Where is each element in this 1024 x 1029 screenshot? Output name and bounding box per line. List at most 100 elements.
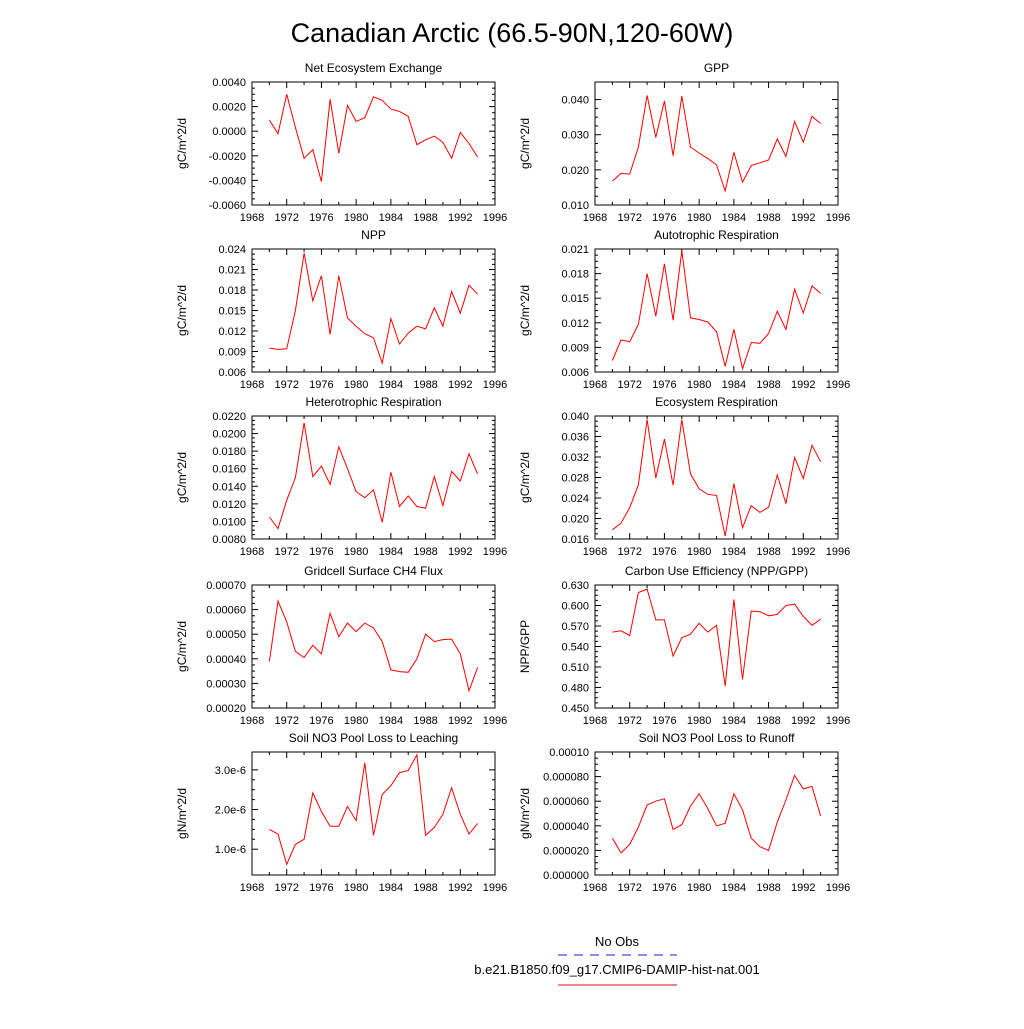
x-tick-label: 1976: [309, 546, 333, 558]
y-tick-label: 0.00040: [206, 654, 246, 666]
y-tick-label: 0.0020: [212, 102, 246, 114]
x-tick-label: 1968: [240, 715, 264, 727]
x-tick-label: 1992: [791, 882, 815, 894]
x-tick-label: 1984: [379, 882, 403, 894]
x-tick-label: 1972: [274, 882, 298, 894]
y-tick-label: 0.000060: [543, 796, 589, 808]
x-tick-label: 1980: [687, 212, 711, 224]
y-tick-label: 0.024: [218, 244, 246, 256]
x-tick-label: 1968: [583, 379, 607, 391]
y-axis-label: gC/m^2/d: [175, 285, 189, 336]
series-line: [611, 250, 821, 371]
y-tick-label: 0.036: [561, 432, 589, 444]
y-tick-label: -0.0020: [209, 151, 246, 163]
x-tick-label: 1988: [756, 379, 780, 391]
x-tick-label: 1996: [483, 546, 507, 558]
x-tick-label: 1972: [617, 882, 641, 894]
x-tick-label: 1972: [274, 546, 298, 558]
y-tick-label: 0.0160: [212, 464, 246, 476]
y-axis-label: gC/m^2/d: [175, 118, 189, 169]
y-tick-label: 0.012: [561, 318, 589, 330]
x-tick-label: 1992: [791, 212, 815, 224]
panel-title: Heterotrophic Respiration: [305, 395, 441, 409]
y-tick-label: -0.0040: [209, 175, 246, 187]
series-line: [611, 774, 822, 854]
x-tick-label: 1984: [722, 379, 746, 391]
y-tick-label: 0.024: [561, 493, 589, 505]
y-tick-label: 3.0e-6: [215, 765, 246, 777]
y-tick-label: 0.032: [561, 452, 589, 464]
y-tick-label: 0.009: [218, 347, 246, 359]
panel-frame: [594, 81, 839, 206]
legend-label-no-obs: No Obs: [595, 934, 640, 949]
y-tick-label: 0.450: [561, 703, 589, 715]
y-tick-label: 0.0100: [212, 516, 246, 528]
x-tick-label: 1996: [826, 882, 850, 894]
x-tick-label: 1984: [722, 546, 746, 558]
panel-frame: [251, 248, 496, 373]
x-tick-label: 1980: [344, 212, 368, 224]
x-tick-label: 1984: [722, 715, 746, 727]
x-tick-label: 1984: [379, 379, 403, 391]
y-tick-label: 0.630: [561, 580, 589, 592]
y-tick-label: 0.00070: [206, 580, 246, 592]
y-tick-label: 0.016: [561, 534, 589, 546]
y-tick-label: 2.0e-6: [215, 805, 246, 817]
x-tick-label: 1988: [413, 715, 437, 727]
x-tick-label: 1976: [309, 882, 333, 894]
x-tick-label: 1976: [652, 379, 676, 391]
x-tick-label: 1996: [483, 715, 507, 727]
x-tick-label: 1984: [379, 212, 403, 224]
x-tick-label: 1976: [652, 715, 676, 727]
x-tick-label: 1980: [344, 546, 368, 558]
y-axis-label: gC/m^2/d: [518, 452, 532, 503]
y-tick-label: 0.0180: [212, 446, 246, 458]
y-axis-label: gC/m^2/d: [518, 118, 532, 169]
x-tick-label: 1976: [309, 212, 333, 224]
y-axis-label: gC/m^2/d: [175, 621, 189, 672]
y-tick-label: 0.0040: [212, 77, 246, 89]
y-tick-label: 0.000020: [543, 845, 589, 857]
series-line: [612, 95, 821, 193]
series-line: [612, 588, 821, 687]
x-tick-label: 1996: [826, 715, 850, 727]
x-tick-label: 1988: [756, 546, 780, 558]
y-tick-label: 0.040: [561, 95, 589, 107]
x-tick-label: 1988: [413, 882, 437, 894]
x-tick-label: 1972: [617, 546, 641, 558]
y-tick-label: 0.480: [561, 683, 589, 695]
y-tick-label: 0.040: [561, 411, 589, 423]
x-tick-label: 1984: [722, 212, 746, 224]
x-tick-label: 1988: [756, 882, 780, 894]
panel-frame: [251, 751, 496, 876]
x-tick-label: 1976: [652, 546, 676, 558]
panel-title: Gridcell Surface CH4 Flux: [304, 564, 443, 578]
x-tick-label: 1968: [240, 212, 264, 224]
y-tick-label: 0.00020: [206, 703, 246, 715]
y-tick-label: 0.0220: [212, 411, 246, 423]
y-tick-label: 0.020: [561, 165, 589, 177]
y-tick-label: 0.015: [561, 293, 589, 305]
y-tick-label: 0.015: [218, 306, 246, 318]
x-tick-label: 1972: [274, 715, 298, 727]
x-tick-label: 1996: [826, 212, 850, 224]
x-tick-label: 1996: [826, 379, 850, 391]
panel-frame: [594, 415, 839, 540]
x-tick-label: 1988: [413, 212, 437, 224]
y-tick-label: 0.570: [561, 621, 589, 633]
y-axis-label: NPP/GPP: [518, 620, 532, 673]
y-tick-label: 0.030: [561, 130, 589, 142]
y-tick-label: 0.00050: [206, 629, 246, 641]
x-tick-label: 1976: [309, 715, 333, 727]
x-tick-label: 1992: [448, 212, 472, 224]
x-tick-label: 1968: [240, 379, 264, 391]
series-line: [268, 599, 479, 693]
y-tick-label: 0.0000: [212, 126, 246, 138]
figure-title: Canadian Arctic (66.5-90N,120-60W): [291, 18, 734, 48]
y-tick-label: 0.0200: [212, 429, 246, 441]
x-tick-label: 1976: [652, 212, 676, 224]
y-tick-label: 0.000040: [543, 821, 589, 833]
panel-8: Carbon Use Efficiency (NPP/GPP) NPP/GPP 19…: [518, 564, 850, 727]
panel-title: GPP: [704, 61, 729, 75]
